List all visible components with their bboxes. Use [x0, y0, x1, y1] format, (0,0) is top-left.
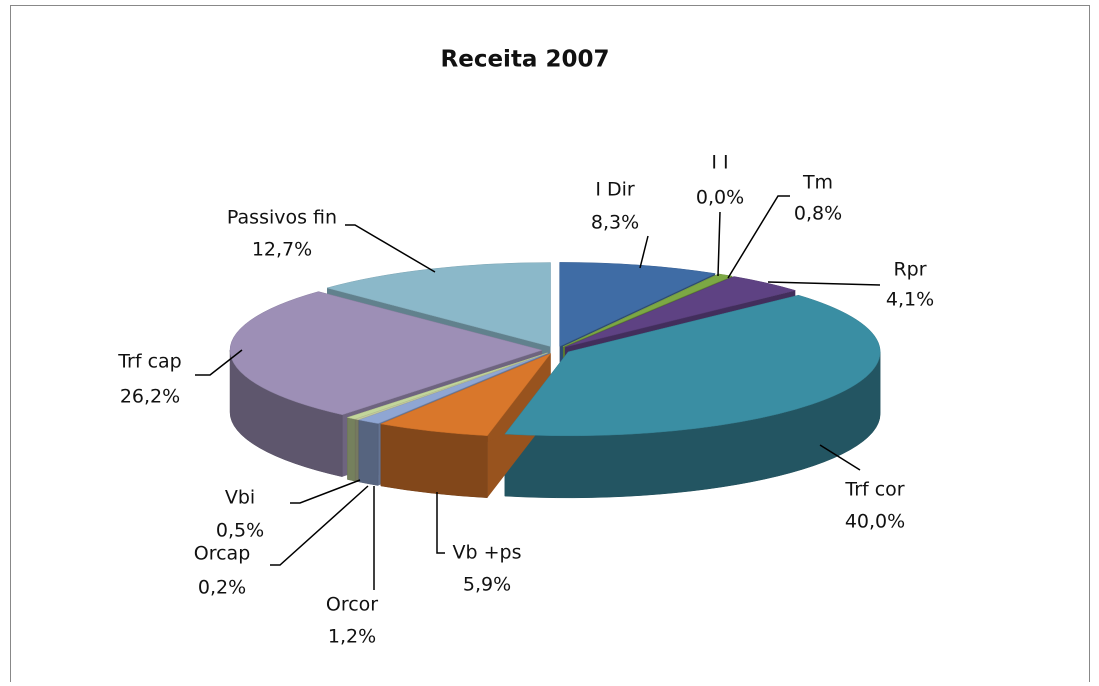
slice: [346, 352, 548, 420]
slice-label: Passivos fin: [227, 207, 337, 229]
slice-side: [347, 417, 356, 482]
slice: [357, 352, 549, 424]
chart-title: Receita 2007: [441, 47, 610, 73]
slice-label: Vbi: [225, 487, 255, 509]
value-label: 4,1%: [886, 289, 934, 311]
slice-label: Vb +ps: [453, 542, 522, 564]
slice-label: Orcap: [194, 543, 251, 565]
leader-line: [767, 281, 881, 286]
value-label: 0,2%: [198, 577, 246, 599]
leader-line: [727, 195, 790, 279]
slice-label: Orcor: [326, 594, 378, 616]
slice: [564, 276, 797, 348]
labels: I Dir 8,3% I I 0,0% Tm 0,8% Rpr 4,1% Trf cor 40,0…: [117, 152, 934, 648]
leader-line: [819, 444, 861, 471]
slice-label: I Dir: [595, 179, 635, 201]
slice: [229, 291, 543, 415]
leader-line: [717, 211, 721, 277]
leader-line: [639, 235, 649, 269]
leader-line: [436, 492, 445, 554]
slice-label: Trf cor: [844, 479, 904, 501]
value-label: 8,3%: [591, 212, 639, 234]
slice: [563, 273, 734, 348]
slice-label: Rpr: [893, 259, 926, 281]
leader-line: [290, 479, 361, 504]
value-label: 0,0%: [696, 187, 744, 209]
slice-label: Trf cap: [117, 351, 182, 373]
slice-side: [358, 419, 379, 486]
slice: [504, 294, 881, 437]
slice-side: [355, 418, 359, 483]
value-label: 0,5%: [216, 520, 264, 542]
slice-label: I I: [711, 152, 728, 174]
slice-label: Tm: [802, 172, 833, 194]
value-label: 5,9%: [463, 574, 511, 596]
value-label: 26,2%: [120, 386, 180, 408]
slice: [379, 352, 552, 436]
slice-tops: [229, 262, 881, 437]
value-label: 12,7%: [252, 239, 312, 261]
leader-line: [195, 349, 243, 376]
slice-side: [380, 423, 488, 499]
value-label: 0,8%: [794, 203, 842, 225]
leader-line: [270, 485, 369, 566]
value-label: 40,0%: [845, 511, 905, 533]
value-label: 1,2%: [328, 626, 376, 648]
leader-line: [345, 224, 436, 273]
